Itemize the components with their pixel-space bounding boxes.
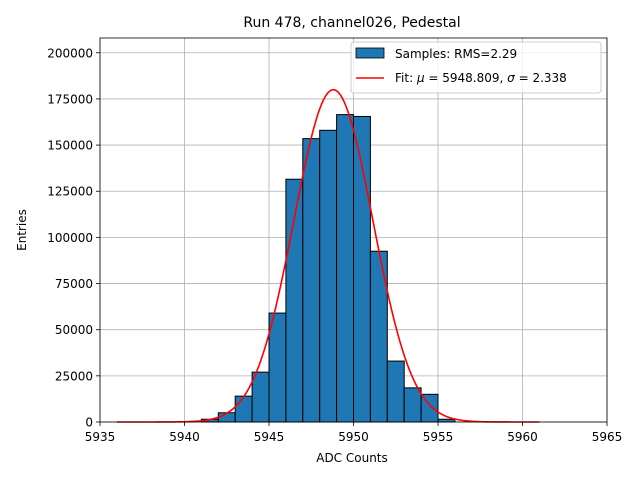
histogram-bar [437, 418, 456, 423]
histogram-bar [353, 115, 371, 423]
chart-title: Run 478, channel026, Pedestal [243, 15, 460, 31]
legend-fit-label: Fit: μ = 5948.809, σ = 2.338 [395, 71, 567, 85]
legend: Samples: RMS=2.29 Fit: μ = 5948.809, σ =… [350, 41, 602, 94]
histogram-bar [268, 312, 287, 423]
y-tick-label: 100000 [47, 231, 93, 245]
histogram-bar [251, 371, 270, 423]
x-tick-label: 5945 [254, 430, 285, 444]
y-axis-label: Entries [15, 209, 29, 251]
y-tick-label: 175000 [47, 92, 93, 106]
y-tick-label: 200000 [47, 46, 93, 60]
histogram-bar [386, 360, 405, 423]
y-axis-ticks: 0 25000 50000 75000 100000 125000 150000 175000… [47, 46, 100, 430]
legend-samples-label: Samples: RMS=2.29 [395, 47, 517, 61]
y-tick-label: 50000 [55, 323, 93, 337]
x-tick-label: 5960 [507, 430, 538, 444]
legend-box [350, 41, 602, 94]
legend-samples-swatch [355, 47, 385, 59]
x-tick-label: 5935 [85, 430, 116, 444]
x-axis-ticks: 5935 5940 5945 5950 5955 5960 5965 [85, 422, 623, 444]
histogram-bar [234, 395, 253, 423]
histogram-bar [319, 129, 338, 423]
histogram-bar [336, 114, 355, 423]
x-tick-label: 5965 [592, 430, 623, 444]
x-axis-label: ADC Counts [316, 451, 388, 465]
x-tick-label: 5950 [338, 430, 369, 444]
x-tick-label: 5940 [169, 430, 200, 444]
y-tick-label: 150000 [47, 139, 93, 153]
y-tick-label: 25000 [55, 369, 93, 383]
histogram-bar [302, 138, 321, 423]
x-tick-label: 5955 [423, 430, 454, 444]
y-tick-label: 0 [85, 416, 93, 430]
y-tick-label: 125000 [47, 185, 93, 199]
y-tick-label: 75000 [55, 277, 93, 291]
histogram-bar [403, 387, 422, 423]
